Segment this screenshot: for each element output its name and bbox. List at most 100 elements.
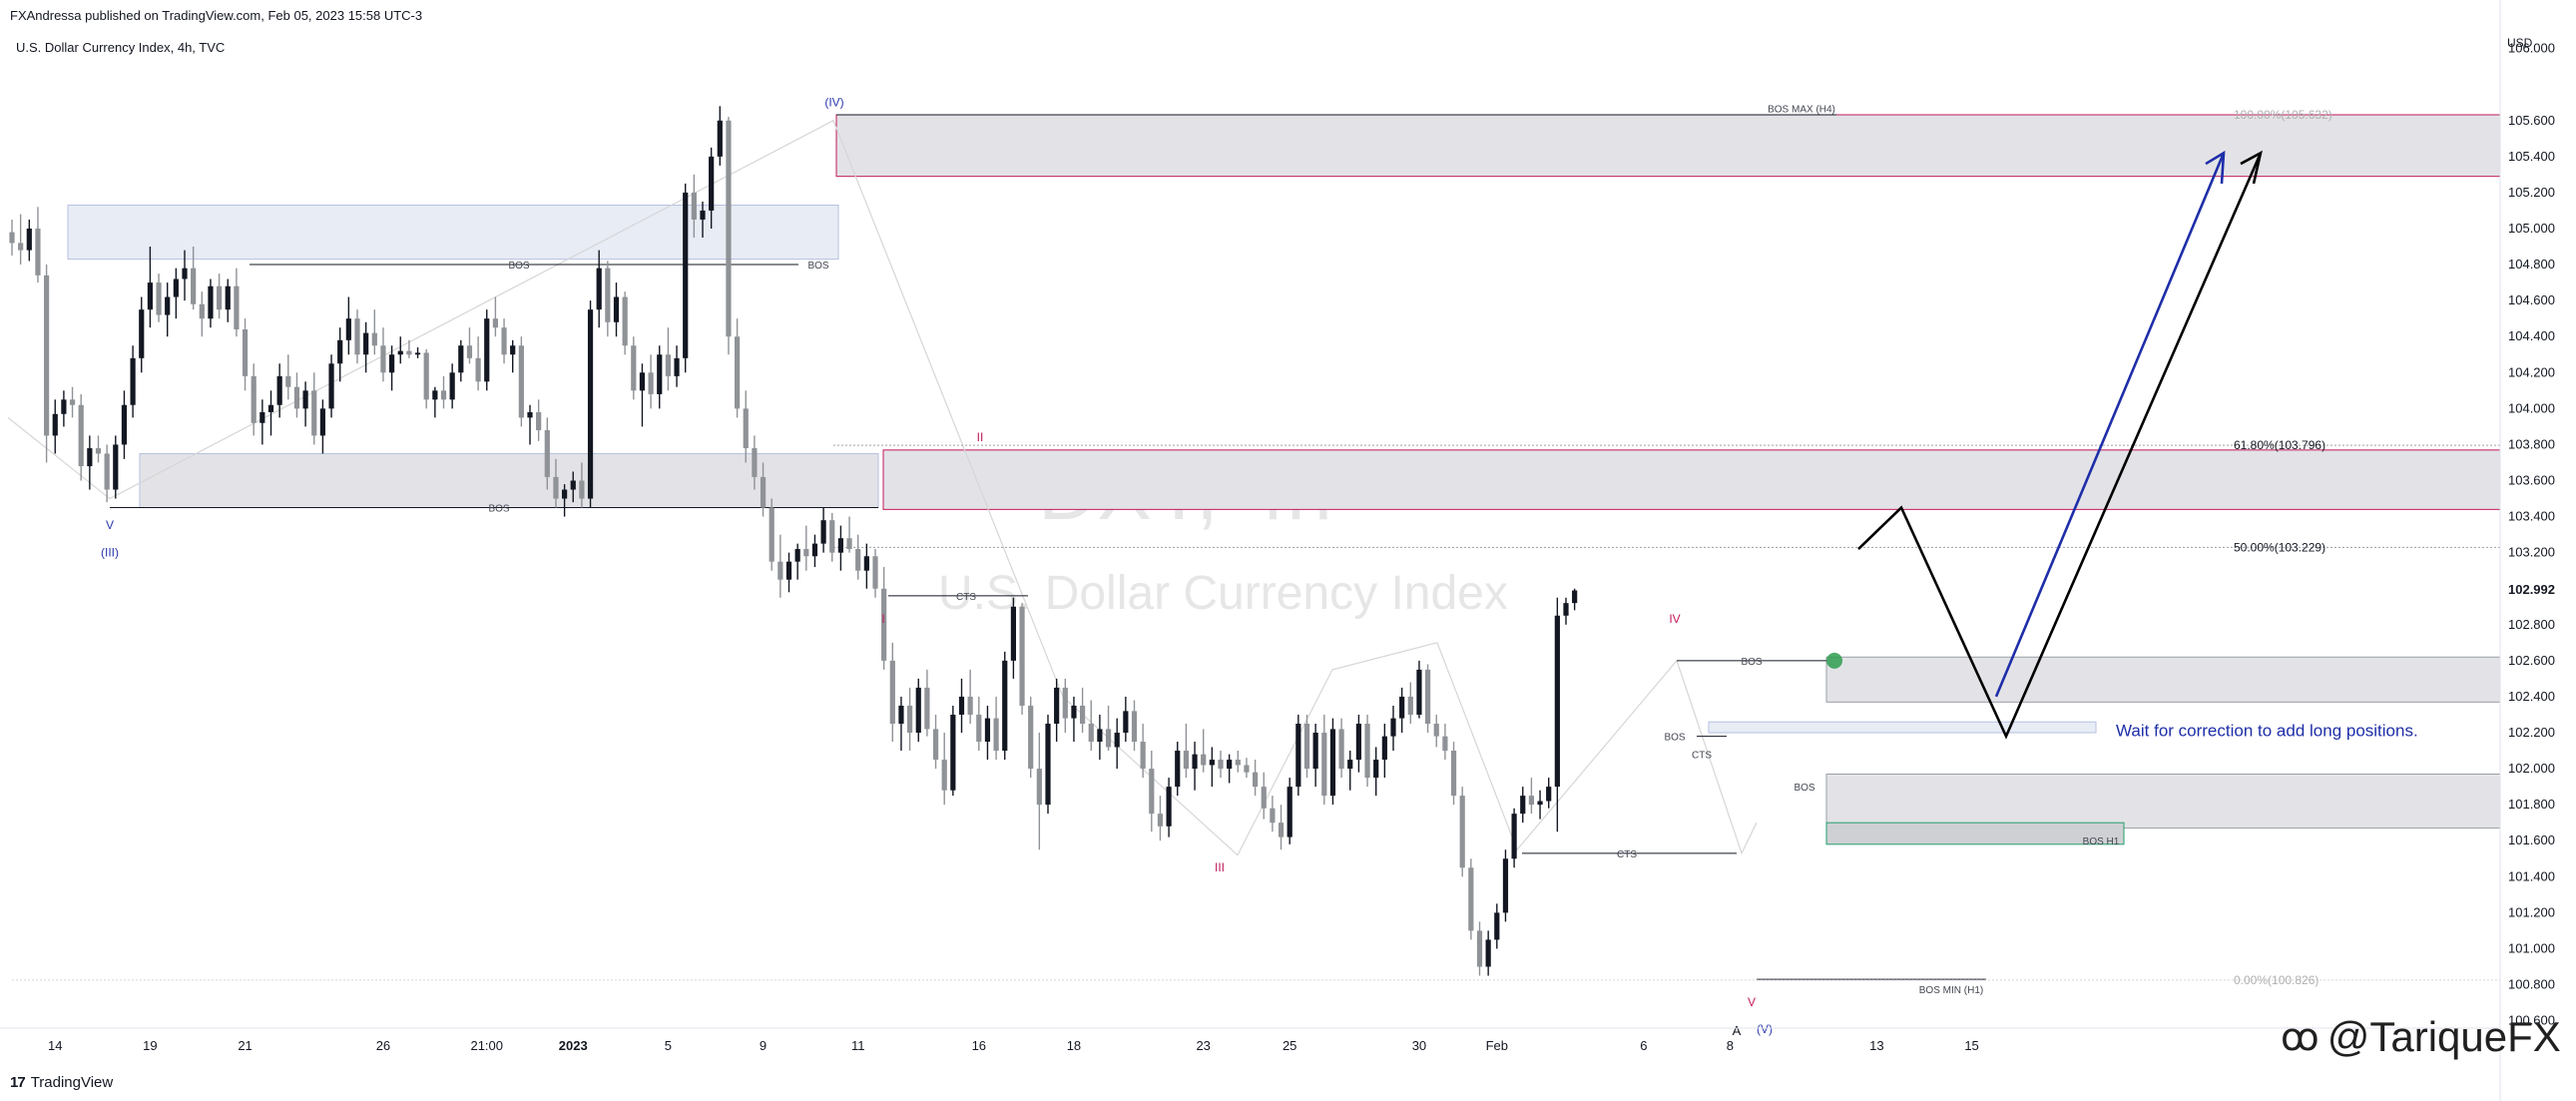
bos-label-3: BOS — [1741, 657, 1762, 668]
symbol-title: U.S. Dollar Currency Index, 4h, TVC — [16, 40, 226, 55]
candle-body — [475, 357, 481, 382]
tradingview-logo-icon: 17 — [10, 1074, 26, 1091]
time-tick-label: 15 — [1964, 1038, 1978, 1053]
candle-body — [1381, 736, 1387, 761]
candle-body — [820, 520, 826, 544]
candle-body — [579, 480, 585, 499]
price-tick-label: 104.800 — [2508, 257, 2555, 272]
candle-body — [251, 375, 257, 423]
candle-body — [1485, 939, 1491, 967]
price-tick-label: 104.400 — [2508, 328, 2555, 343]
candle-body — [432, 390, 438, 400]
candle-body — [1036, 769, 1042, 806]
candle-body — [1312, 733, 1318, 770]
candles-layer — [9, 106, 1578, 976]
candle-body — [1062, 687, 1068, 719]
publisher-line: FXAndressa published on TradingView.com,… — [10, 8, 423, 23]
candle-body — [915, 687, 921, 734]
candle-body — [371, 332, 377, 346]
time-axis[interactable]: 14 19 21 26 21:00 2023 5 9 11 16 18 23 25 30 Feb 6 8 13 15 — [0, 1027, 2500, 1053]
price-tick-label: 100.600 — [2508, 1013, 2555, 1028]
candle-body — [1520, 796, 1526, 815]
candle-body — [113, 444, 119, 490]
price-tick-label: 101.200 — [2508, 904, 2555, 919]
price-axis[interactable]: 106.000 105.600 105.400 105.200 105.000 104.8… — [2499, 0, 2555, 1101]
candle-body — [794, 549, 800, 562]
candle-body — [139, 309, 145, 358]
candle-body — [1270, 808, 1276, 824]
wave-label: (V) — [1757, 1022, 1773, 1036]
candle-body — [717, 120, 723, 157]
price-tick-label: 105.000 — [2508, 221, 2555, 236]
cts-label-1: CTS — [956, 592, 976, 603]
wave-label: V — [106, 518, 114, 532]
candle-body — [173, 278, 179, 297]
supply-zone-top — [835, 114, 2501, 178]
candle-body — [674, 357, 680, 376]
price-tick-label: 106.000 — [2508, 41, 2555, 56]
bos-label-4: BOS — [1664, 733, 1685, 744]
candle-body — [389, 354, 395, 373]
price-tick-label: 103.800 — [2508, 436, 2555, 451]
candle-body — [423, 352, 429, 400]
candle-body — [165, 296, 171, 315]
candle-body — [1399, 696, 1405, 719]
candle-body — [440, 390, 447, 400]
candle-body — [709, 156, 715, 211]
candle-body — [267, 404, 274, 412]
price-tick-label: 101.400 — [2508, 868, 2555, 883]
candle-body — [259, 411, 265, 423]
candle-body — [1373, 760, 1379, 779]
bos-h1-label: BOS H1 — [2083, 836, 2120, 847]
candle-body — [881, 588, 887, 661]
candle-body — [777, 561, 783, 580]
candle-body — [1054, 687, 1060, 724]
supply-zone-mid — [882, 449, 2501, 510]
candle-body — [1028, 705, 1034, 770]
bos-label-1b: BOS — [807, 261, 828, 272]
swirl-icon: ꝏ — [2281, 1016, 2319, 1059]
currency-label: USD — [2507, 36, 2533, 50]
candle-body — [18, 243, 24, 251]
candle-body — [587, 309, 594, 499]
bos-max-label: BOS MAX (H4) — [1768, 104, 1835, 115]
candle-body — [536, 411, 542, 430]
candle-body — [69, 399, 76, 405]
time-tick-label: 9 — [760, 1038, 767, 1053]
candle-body — [1278, 823, 1285, 837]
candle-body — [631, 345, 637, 391]
candle-body — [1010, 606, 1016, 661]
bos-h1-zone — [1825, 822, 2125, 845]
candle-body — [1546, 787, 1552, 802]
candle-body — [44, 275, 50, 436]
breakout-marker-icon — [1826, 652, 1842, 669]
candle-body — [769, 507, 774, 562]
candle-body — [855, 549, 861, 571]
wave-label: (III) — [101, 545, 119, 559]
candle-body — [665, 354, 671, 376]
candle-body — [156, 282, 162, 315]
demand-zone-thin — [1708, 721, 2097, 734]
candle-body — [1114, 733, 1120, 748]
candle-body — [414, 352, 421, 355]
candle-body — [1080, 705, 1086, 724]
candle-body — [95, 448, 102, 454]
description-watermark: U.S. Dollar Currency Index — [938, 567, 1508, 620]
candle-body — [984, 718, 991, 743]
candle-body — [501, 327, 507, 355]
time-tick-label: 6 — [1640, 1038, 1647, 1053]
candle-body — [225, 285, 231, 310]
footer-brand[interactable]: 17 TradingView — [10, 1074, 113, 1091]
candle-body — [1390, 718, 1396, 737]
price-tick-label: 102.000 — [2508, 761, 2555, 776]
candle-body — [1347, 760, 1353, 770]
price-tick-label: 102.800 — [2508, 617, 2555, 632]
candle-body — [518, 345, 524, 418]
candle-body — [1105, 729, 1112, 748]
candle-body — [785, 561, 792, 580]
tradingview-brand-name: TradingView — [30, 1074, 114, 1091]
candle-body — [1355, 723, 1361, 761]
candle-body — [553, 476, 559, 499]
candle-body — [1123, 711, 1129, 734]
